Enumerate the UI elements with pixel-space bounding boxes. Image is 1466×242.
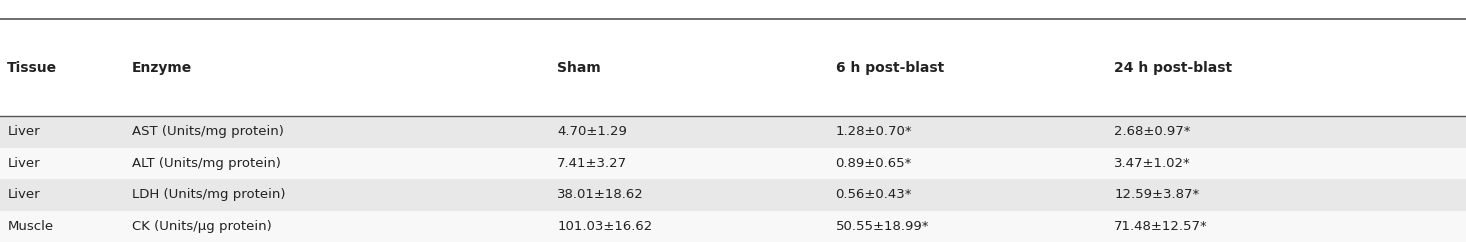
FancyBboxPatch shape [0,211,1466,242]
Text: Liver: Liver [7,188,40,201]
Text: AST (Units/mg protein): AST (Units/mg protein) [132,125,284,138]
Text: 4.70±1.29: 4.70±1.29 [557,125,627,138]
Text: 7.41±3.27: 7.41±3.27 [557,157,627,170]
Text: 101.03±16.62: 101.03±16.62 [557,220,652,233]
Text: 2.68±0.97*: 2.68±0.97* [1114,125,1190,138]
Text: 3.47±1.02*: 3.47±1.02* [1114,157,1190,170]
FancyBboxPatch shape [0,148,1466,179]
Text: Muscle: Muscle [7,220,53,233]
Text: 50.55±18.99*: 50.55±18.99* [836,220,929,233]
FancyBboxPatch shape [0,116,1466,148]
Text: 24 h post-blast: 24 h post-blast [1114,61,1233,75]
Text: Enzyme: Enzyme [132,61,192,75]
Text: Liver: Liver [7,125,40,138]
FancyBboxPatch shape [0,179,1466,211]
Text: 6 h post-blast: 6 h post-blast [836,61,944,75]
Text: ALT (Units/mg protein): ALT (Units/mg protein) [132,157,281,170]
Text: Sham: Sham [557,61,601,75]
Text: 71.48±12.57*: 71.48±12.57* [1114,220,1208,233]
Text: Tissue: Tissue [7,61,57,75]
Text: 12.59±3.87*: 12.59±3.87* [1114,188,1199,201]
Text: 38.01±18.62: 38.01±18.62 [557,188,644,201]
Text: 0.56±0.43*: 0.56±0.43* [836,188,912,201]
Text: 1.28±0.70*: 1.28±0.70* [836,125,912,138]
Text: Liver: Liver [7,157,40,170]
Text: 0.89±0.65*: 0.89±0.65* [836,157,912,170]
Text: LDH (Units/mg protein): LDH (Units/mg protein) [132,188,286,201]
Text: CK (Units/µg protein): CK (Units/µg protein) [132,220,271,233]
